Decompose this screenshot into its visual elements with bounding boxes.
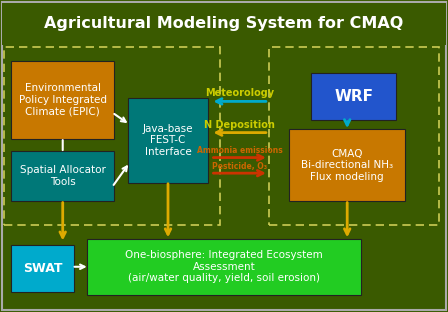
FancyBboxPatch shape (311, 73, 396, 120)
Text: Ammonia emissions: Ammonia emissions (197, 146, 283, 155)
Text: Java-base
FEST-C
Interface: Java-base FEST-C Interface (143, 124, 193, 157)
FancyBboxPatch shape (2, 3, 446, 45)
Text: Agricultural Modeling System for CMAQ: Agricultural Modeling System for CMAQ (44, 16, 404, 31)
Text: SWAT: SWAT (23, 262, 62, 275)
Text: WRF: WRF (334, 89, 374, 104)
FancyBboxPatch shape (128, 98, 208, 183)
FancyBboxPatch shape (87, 239, 361, 295)
Text: N Deposition: N Deposition (204, 120, 275, 130)
Text: Environmental
Policy Integrated
Climate (EPIC): Environmental Policy Integrated Climate … (19, 83, 107, 116)
Text: CMAQ
Bi-directional NH₃
Flux modeling: CMAQ Bi-directional NH₃ Flux modeling (301, 149, 393, 182)
Text: Spatial Allocator
Tools: Spatial Allocator Tools (20, 165, 106, 187)
Text: Pesticide, O₃: Pesticide, O₃ (212, 162, 267, 171)
FancyBboxPatch shape (11, 151, 114, 201)
Text: Meteorology: Meteorology (205, 88, 274, 98)
FancyBboxPatch shape (11, 61, 114, 139)
Text: One-biosphere: Integrated Ecosystem
Assessment
(air/water quality, yield, soil e: One-biosphere: Integrated Ecosystem Asse… (125, 250, 323, 283)
FancyBboxPatch shape (11, 245, 74, 292)
FancyBboxPatch shape (289, 129, 405, 201)
